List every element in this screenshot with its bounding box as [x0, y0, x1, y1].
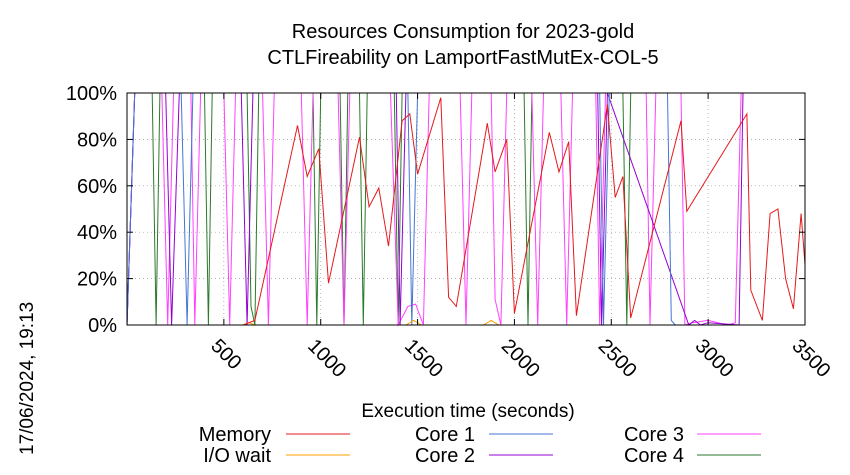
y-tick-label: 40% [77, 222, 117, 244]
y-tick-label: 20% [77, 269, 117, 291]
y-tick-label: 100% [66, 83, 117, 105]
legend-label: Core 4 [624, 445, 684, 467]
y-axis: 0% 20% 40% 60% 80% 100% [66, 83, 805, 337]
x-tick-label: 2000 [497, 335, 544, 382]
x-tick-label: 3500 [787, 335, 834, 382]
x-tick-label: 3000 [691, 335, 738, 382]
legend-label: I/O wait [203, 445, 271, 467]
x-tick-label: 1500 [400, 335, 447, 382]
x-tick-label: 2500 [594, 335, 641, 382]
x-tick-label: 500 [206, 335, 245, 374]
series-line-memory [127, 97, 806, 326]
x-tick-label: 1000 [303, 335, 350, 382]
legend-label: Core 3 [624, 424, 684, 446]
series-lines [126, 92, 806, 327]
y-tick-label: 0% [88, 315, 117, 337]
chart-subtitle: CTLFireability on LamportFastMutEx-COL-5 [267, 47, 658, 69]
y-tick-label: 80% [77, 129, 117, 151]
series-line-core-3 [126, 92, 805, 327]
legend-label: Core 2 [415, 445, 475, 467]
legend-label: Memory [199, 424, 271, 446]
chart-title: Resources Consumption for 2023-gold [292, 21, 634, 43]
legend-label: Core 1 [415, 424, 475, 446]
y-tick-label: 60% [77, 176, 117, 198]
x-axis-label: Execution time (seconds) [361, 401, 574, 422]
timestamp: 17/06/2024, 19:13 [17, 302, 38, 455]
grid [127, 93, 805, 325]
plot-frame [126, 92, 806, 326]
